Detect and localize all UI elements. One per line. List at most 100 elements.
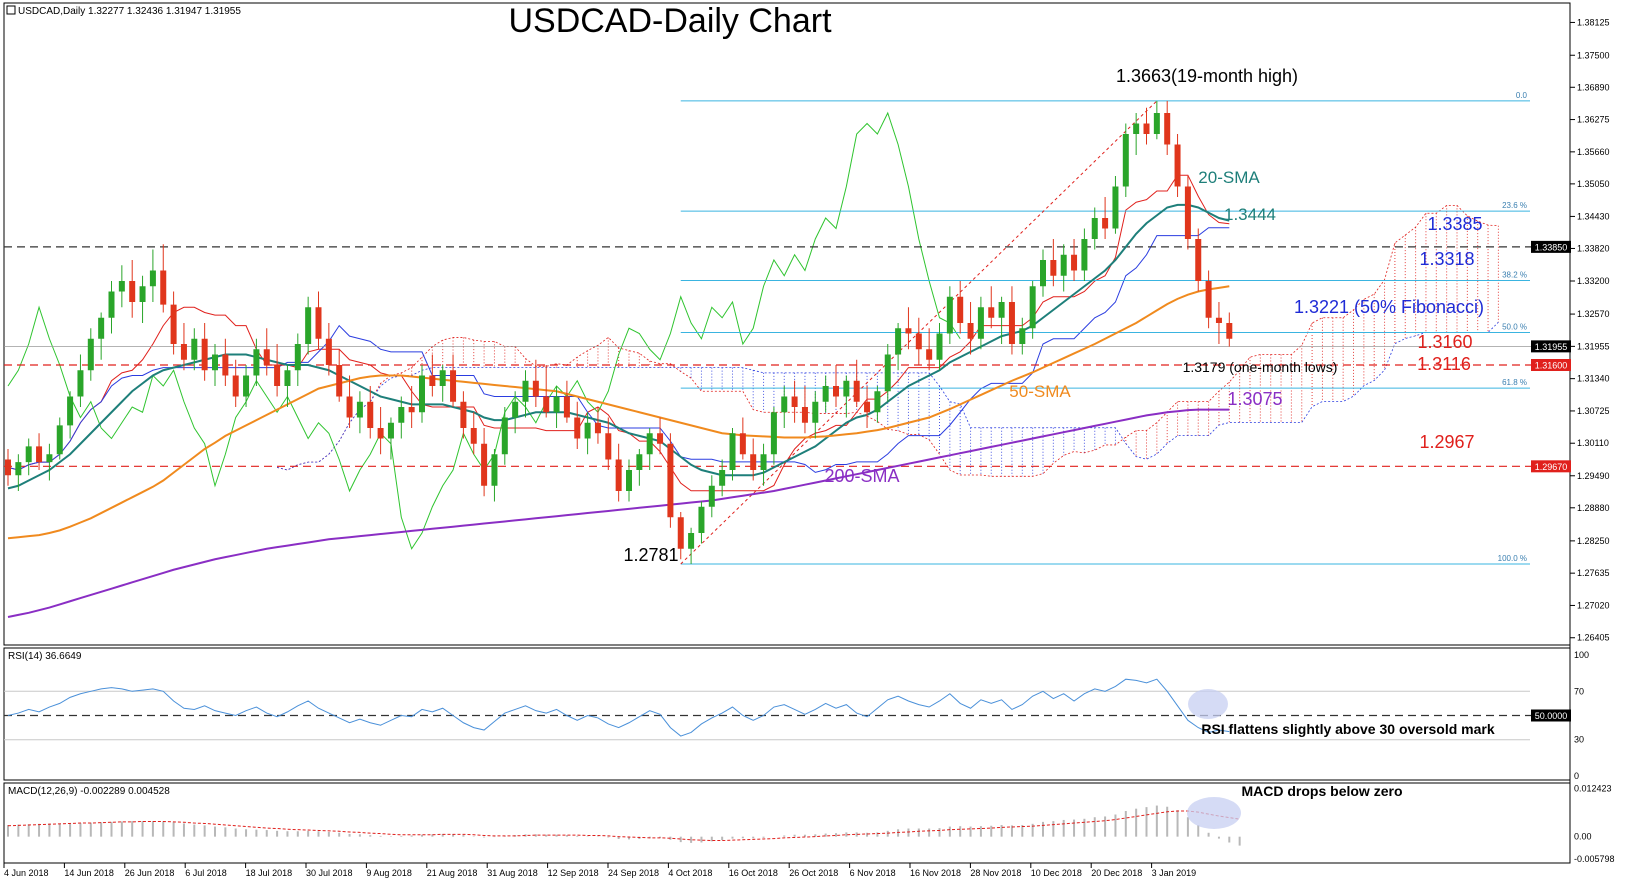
candle-body — [160, 270, 167, 305]
candle-body — [1091, 218, 1098, 239]
date-tick-label: 24 Sep 2018 — [608, 868, 659, 878]
date-tick-label: 30 Jul 2018 — [306, 868, 353, 878]
date-tick-label: 18 Jul 2018 — [246, 868, 293, 878]
candle-body — [1081, 239, 1088, 271]
price-axis: 1.38125 1.37500 1.36890 1.36275 1.35660 1.350… — [1570, 17, 1610, 643]
date-tick-label: 4 Oct 2018 — [668, 868, 712, 878]
candle-body — [15, 462, 22, 476]
candle-body — [677, 517, 684, 549]
candle-body — [1071, 254, 1078, 271]
chart-annotation: 200-SMA — [824, 466, 899, 486]
candle-body — [563, 396, 570, 418]
candle-body — [36, 446, 43, 463]
candle-body — [998, 302, 1005, 318]
chart-annotation: 50-SMA — [1009, 382, 1071, 401]
price-tag-label: 1.29670 — [1535, 462, 1568, 472]
candle-body — [781, 396, 788, 413]
candle-body — [594, 422, 601, 434]
date-axis: 4 Jun 2018 14 Jun 2018 26 Jun 2018 6 Jul 20… — [3, 863, 1197, 878]
candle-body — [936, 333, 943, 360]
candle-body — [977, 307, 984, 339]
candle-body — [1019, 328, 1026, 344]
date-tick-label: 9 Aug 2018 — [366, 868, 412, 878]
candle-body — [646, 433, 653, 455]
candle-body — [149, 270, 156, 287]
candle-body — [543, 396, 550, 413]
price-tick-label: 1.28880 — [1577, 503, 1610, 513]
candle-body — [491, 454, 498, 486]
date-tick-label: 28 Nov 2018 — [970, 868, 1021, 878]
rsi-tick-label: 100 — [1574, 650, 1589, 660]
candle-body — [1174, 144, 1181, 187]
candle-body — [315, 307, 322, 339]
candle-body — [346, 396, 353, 418]
price-tick-label: 1.33820 — [1577, 243, 1610, 253]
date-tick-label: 3 Jan 2019 — [1152, 868, 1197, 878]
chart-annotations: 1.3663(19-month high) 20-SMA 1.3444 1.3385 1… — [623, 66, 1484, 565]
candle-body — [957, 296, 964, 323]
candle-body — [1060, 254, 1067, 276]
candle-body — [760, 454, 767, 470]
candle-body — [98, 317, 105, 339]
price-tick-label: 1.35050 — [1577, 179, 1610, 189]
candle-body — [874, 391, 881, 413]
candle-body — [719, 470, 726, 486]
price-tick-label: 1.26405 — [1577, 633, 1610, 643]
candle-body — [1143, 123, 1150, 134]
candle-body — [336, 365, 343, 397]
candle-body — [1040, 260, 1046, 287]
candle-body — [843, 380, 850, 397]
candlesticks — [5, 100, 1233, 564]
candle-body — [191, 338, 198, 360]
candle-body — [967, 323, 974, 339]
symbol-info: USDCAD,Daily 1.32277 1.32436 1.31947 1.3… — [18, 6, 241, 17]
chart-annotation: 1.3318 — [1419, 249, 1474, 269]
price-tag — [1531, 340, 1571, 353]
fib-label: 50.0 % — [1502, 322, 1527, 331]
macd-annotation: MACD drops below zero — [1241, 783, 1402, 799]
candle-body — [212, 354, 218, 371]
candle-body — [501, 417, 508, 455]
candle-body — [615, 459, 622, 491]
chart-annotation: 1.2781 — [623, 545, 678, 565]
rsi-line — [7, 678, 1230, 737]
candle-body — [1164, 113, 1171, 145]
candle-body — [129, 281, 136, 302]
candle-body — [739, 433, 746, 455]
candle-body — [460, 401, 467, 428]
rsi-value-tag-label: 50.0000 — [1535, 711, 1568, 721]
symbol-icon — [6, 5, 16, 15]
rsi-annotation: RSI flattens slightly above 30 oversold … — [1201, 721, 1495, 737]
candle-body — [284, 370, 291, 386]
candle-body — [1102, 218, 1109, 229]
candle-body — [294, 344, 301, 371]
macd-panel — [3, 782, 1571, 864]
chart-annotation: 1.3444 — [1224, 205, 1276, 224]
candle-body — [946, 296, 953, 334]
price-tick-label: 1.30725 — [1577, 406, 1610, 416]
candle-body — [243, 375, 250, 397]
candle-body — [512, 401, 519, 418]
chart-annotation: 1.3179 (one-month lows) — [1183, 359, 1338, 375]
candle-body — [1184, 186, 1191, 239]
candle-body — [770, 412, 777, 455]
candle-body — [698, 506, 705, 533]
candle-body — [77, 370, 84, 397]
candle-body — [853, 380, 860, 402]
candle-body — [729, 433, 736, 470]
candle-body — [1122, 134, 1129, 187]
candle-body — [553, 396, 560, 413]
candle-body — [791, 396, 798, 407]
ma-line — [7, 203, 1230, 490]
candle-body — [688, 533, 695, 549]
chart-annotation: 1.3221 (50% Fibonacci) — [1294, 297, 1484, 317]
tenkan-line — [7, 174, 1230, 492]
candle-body — [926, 349, 933, 360]
candle-body — [439, 370, 446, 386]
macd-tick-label: 0.012423 — [1574, 783, 1612, 793]
price-tick-label: 1.36275 — [1577, 115, 1610, 125]
date-tick-label: 21 Aug 2018 — [427, 868, 478, 878]
price-tag-label: 1.33850 — [1535, 242, 1568, 252]
candle-body — [1215, 317, 1222, 323]
candle-body — [305, 307, 312, 344]
